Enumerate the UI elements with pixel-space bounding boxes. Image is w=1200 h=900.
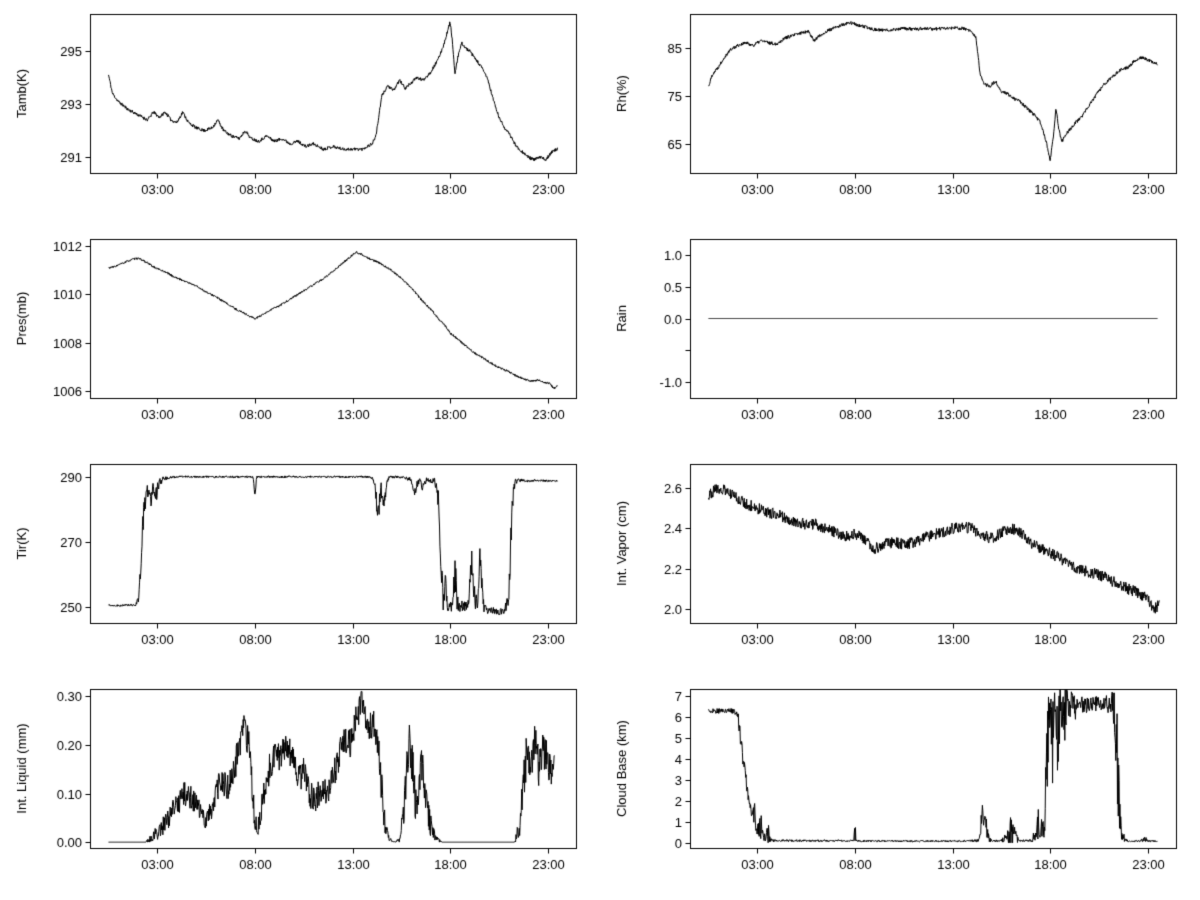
rain-chart-canvas: [600, 225, 1200, 450]
panel-tir: [0, 450, 600, 675]
panel-int-vapor: [600, 450, 1200, 675]
int-vapor-chart-canvas: [600, 450, 1200, 675]
panel-tamb: [0, 0, 600, 225]
int-liquid-chart-canvas: [0, 675, 600, 900]
rh-chart-canvas: [600, 0, 1200, 225]
tir-chart-canvas: [0, 450, 600, 675]
tamb-chart-canvas: [0, 0, 600, 225]
panel-int-liquid: [0, 675, 600, 900]
cloud-base-chart-canvas: [600, 675, 1200, 900]
panel-cloud-base: [600, 675, 1200, 900]
panel-rain: [600, 225, 1200, 450]
panel-rh: [600, 0, 1200, 225]
pres-chart-canvas: [0, 225, 600, 450]
panel-pres: [0, 225, 600, 450]
